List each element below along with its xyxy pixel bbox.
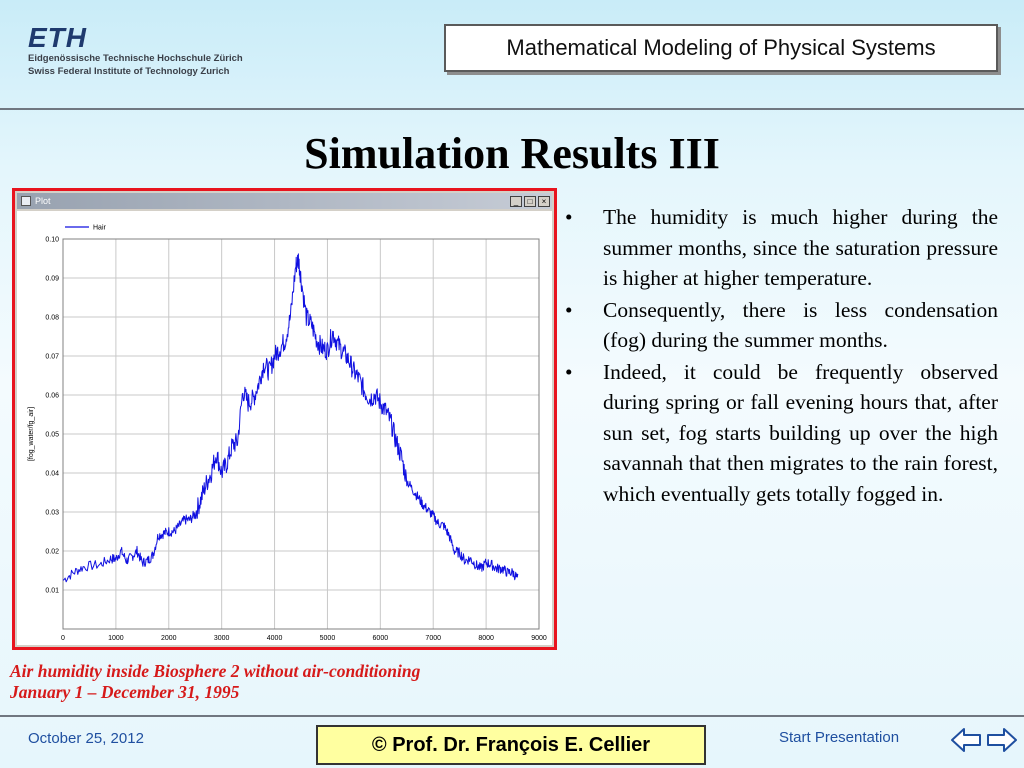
x-tick-label: 2000 xyxy=(161,635,177,642)
y-tick-label: 0.06 xyxy=(45,393,59,400)
slide-title: Simulation Results III xyxy=(304,129,720,178)
minimize-button[interactable]: _ xyxy=(510,195,522,207)
author-box: © Prof. Dr. François E. Cellier xyxy=(316,725,706,765)
x-tick-label: 8000 xyxy=(478,635,494,642)
plot-titlebar[interactable]: Plot _ □ × xyxy=(17,193,552,209)
y-tick-label: 0.01 xyxy=(45,588,59,595)
window-app-icon xyxy=(21,196,31,206)
x-tick-label: 5000 xyxy=(320,635,336,642)
x-tick-label: 6000 xyxy=(373,635,389,642)
bullet-item: The humidity is much higher during the s… xyxy=(562,202,998,294)
y-tick-label: 0.10 xyxy=(45,237,59,244)
course-title-box: Mathematical Modeling of Physical System… xyxy=(444,24,998,72)
x-tick-label: 7000 xyxy=(425,635,441,642)
start-presentation-link[interactable]: Start Presentation xyxy=(779,729,900,746)
bullet-item: Consequently, there is less condensation… xyxy=(562,295,998,356)
y-axis-label: [fog_water/fg_air] xyxy=(28,407,35,461)
plot-window-title: Plot xyxy=(35,196,51,206)
y-tick-label: 0.07 xyxy=(45,354,59,361)
figure-caption: Air humidity inside Biosphere 2 without … xyxy=(10,661,420,703)
footer-divider xyxy=(0,715,1024,717)
arrow-left-icon[interactable] xyxy=(950,726,982,754)
x-tick-label: 0 xyxy=(61,635,65,642)
plot-area: 0 1000 2000 3000 4000 5000 6000 7000 8000 9000 0.0… xyxy=(17,211,552,645)
y-tick-label: 0.05 xyxy=(45,432,59,439)
y-tick-label: 0.03 xyxy=(45,510,59,517)
humidity-chart: 0 1000 2000 3000 4000 5000 6000 7000 8000 9000 0.0… xyxy=(28,225,547,643)
eth-logo-line-2: Swiss Federal Institute of Technology Zu… xyxy=(28,66,230,77)
footer-date: October 25, 2012 xyxy=(28,730,144,747)
caption-line-1: Air humidity inside Biosphere 2 without … xyxy=(10,661,421,681)
legend-label: Hair xyxy=(93,225,107,232)
y-tick-label: 0.08 xyxy=(45,315,59,322)
x-tick-label: 9000 xyxy=(531,635,547,642)
maximize-button[interactable]: □ xyxy=(524,195,536,207)
y-tick-label: 0.04 xyxy=(45,471,59,478)
x-tick-label: 4000 xyxy=(267,635,283,642)
plot-window: Plot _ □ × 0 1000 2000 3000 4000 5000 6000 7000… xyxy=(12,188,557,650)
bullet-list: The humidity is much higher during the s… xyxy=(562,202,998,510)
caption-line-2: January 1 – December 31, 1995 xyxy=(10,682,240,702)
series-line-hair xyxy=(62,253,519,583)
course-title: Mathematical Modeling of Physical System… xyxy=(506,35,936,60)
plot-axes-frame xyxy=(62,238,540,630)
nav-arrows xyxy=(950,726,1018,754)
y-tick-label: 0.02 xyxy=(45,549,59,556)
eth-logo-line-1: Eidgenössische Technische Hochschule Zür… xyxy=(28,53,243,64)
header-divider xyxy=(0,108,1024,110)
eth-logo: ETH Eidgenössische Technische Hochschule… xyxy=(28,24,243,78)
eth-logo-mark: ETH xyxy=(28,22,87,53)
arrow-right-icon[interactable] xyxy=(986,726,1018,754)
close-button[interactable]: × xyxy=(538,195,550,207)
author-name: © Prof. Dr. François E. Cellier xyxy=(371,733,651,756)
bullet-item: Indeed, it could be frequently observed … xyxy=(562,357,998,510)
y-tick-label: 0.09 xyxy=(45,276,59,283)
x-tick-label: 3000 xyxy=(214,635,230,642)
x-tick-label: 1000 xyxy=(108,635,124,642)
